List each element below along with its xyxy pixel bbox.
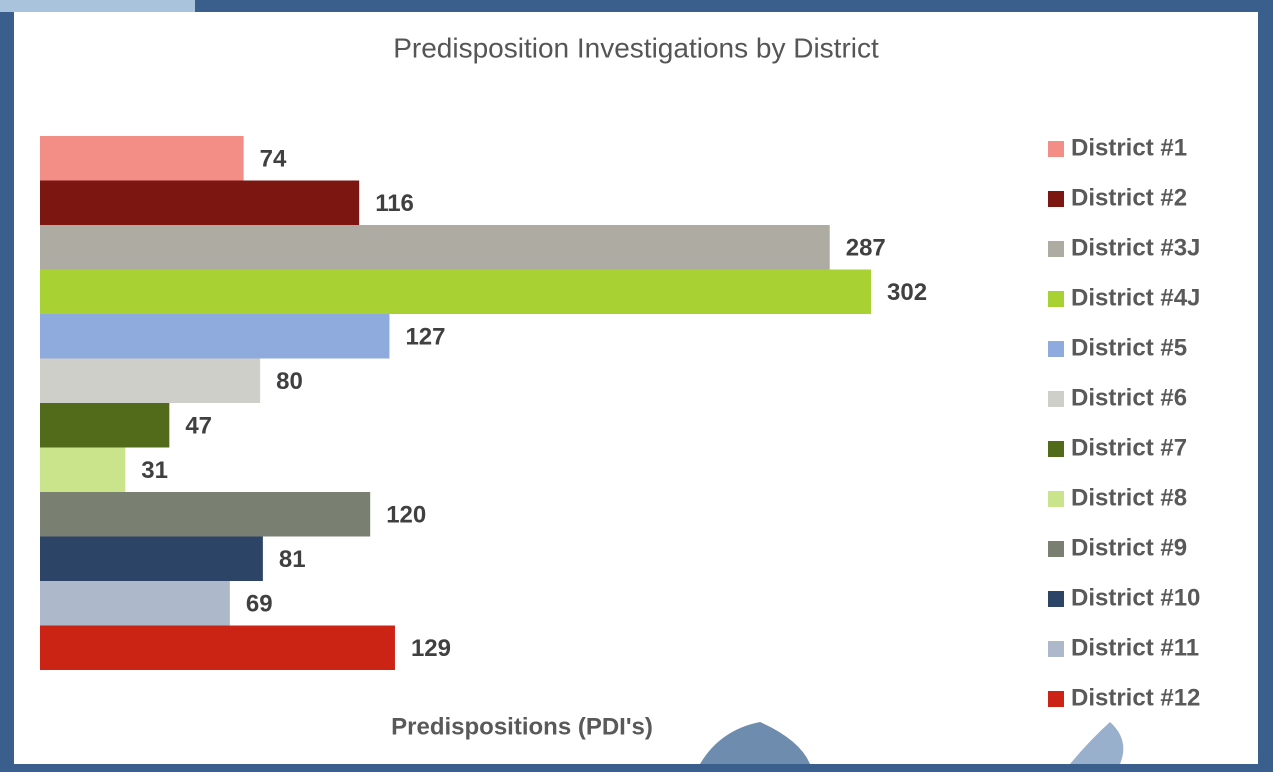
data-label: 74: [260, 146, 287, 173]
data-label: 120: [386, 502, 426, 529]
data-label: 31: [141, 457, 168, 484]
legend-label: District #4J: [1071, 284, 1200, 311]
legend-swatch: [1048, 441, 1064, 457]
legend-label: District #3J: [1071, 234, 1200, 261]
legend-swatch: [1048, 141, 1064, 157]
legend-label: District #11: [1071, 634, 1199, 661]
data-label: 127: [405, 324, 445, 351]
data-label: 80: [276, 368, 303, 395]
data-label: 116: [375, 190, 414, 217]
legend-swatch: [1048, 491, 1064, 507]
data-label: 287: [846, 235, 886, 262]
x-axis-label: Predispositions (PDI's): [391, 713, 653, 740]
data-label: 69: [246, 591, 273, 618]
bar: [40, 492, 371, 537]
legend-swatch: [1048, 191, 1064, 207]
bar: [40, 269, 871, 314]
data-label: 47: [185, 413, 212, 440]
chart-title: Predisposition Investigations by Distric…: [393, 32, 879, 63]
bar: [40, 536, 263, 581]
data-label: 302: [887, 279, 927, 306]
data-label: 81: [279, 546, 306, 573]
legend-swatch: [1048, 591, 1064, 607]
legend-swatch: [1048, 241, 1064, 257]
decoration: [700, 722, 810, 764]
legend-swatch: [1048, 291, 1064, 307]
decoration: [1070, 722, 1124, 764]
legend-label: District #2: [1071, 184, 1187, 211]
legend-swatch: [1048, 541, 1064, 557]
corner-tab: [0, 0, 195, 12]
bar: [40, 314, 390, 359]
legend-swatch: [1048, 691, 1064, 707]
legend-label: District #5: [1071, 334, 1187, 361]
legend-label: District #12: [1071, 684, 1200, 711]
legend-label: District #8: [1071, 484, 1187, 511]
legend-label: District #10: [1071, 584, 1200, 611]
legend-label: District #1: [1071, 134, 1187, 161]
bar: [40, 180, 360, 225]
bar: [40, 447, 126, 492]
bar: [40, 403, 170, 448]
bar: [40, 225, 830, 270]
bar: [40, 358, 261, 403]
bar: [40, 136, 244, 181]
bar: [40, 625, 395, 670]
legend-swatch: [1048, 341, 1064, 357]
legend-label: District #9: [1071, 534, 1187, 561]
legend-label: District #6: [1071, 384, 1187, 411]
legend-label: District #7: [1071, 434, 1187, 461]
legend-swatch: [1048, 641, 1064, 657]
legend-swatch: [1048, 391, 1064, 407]
bar: [40, 581, 230, 626]
data-label: 129: [411, 635, 451, 662]
